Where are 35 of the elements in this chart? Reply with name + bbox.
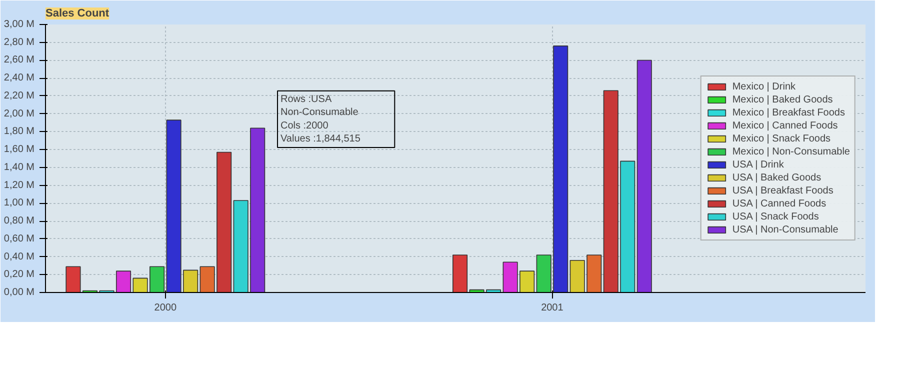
legend-label: USA | Drink [732,158,784,170]
chart-title: Sales Count [46,8,110,20]
legend-label: USA | Baked Goods [732,172,822,184]
y-tick-label: 1,20 M [4,180,35,191]
bar [636,60,652,292]
legend-label: Mexico | Baked Goods [732,94,833,106]
legend-label: USA | Non-Consumable [732,224,838,236]
legend-label: USA | Snack Foods [732,210,819,222]
y-tick-label: 0,20 M [4,269,35,280]
bar [66,266,81,292]
y-tick-label: 2,20 M [4,90,35,102]
y-tick-label: 0,80 M [4,216,35,227]
legend-label: Mexico | Non-Consumable [732,146,850,158]
legend-label: USA | Breakfast Foods [732,184,834,196]
y-tick-label: 1,60 M [4,144,35,156]
y-tick-label: 0,60 M [4,233,35,244]
legend-label: Mexico | Drink [732,80,796,92]
y-tick-label: 3,00 M [4,19,35,30]
legend-label: USA | Canned Foods [732,198,826,210]
y-tick-label: 2,40 M [4,72,35,84]
y-tick-label: 1,80 M [4,126,35,138]
legend-label: Mexico | Breakfast Foods [732,106,845,118]
x-tick-label: 2000 [154,302,177,314]
bar [452,254,468,292]
y-tick-label: 2,60 M [4,54,35,66]
y-tick-label: 2,00 M [4,108,35,120]
x-tick-label: 2001 [541,302,564,314]
y-tick-label: 1,40 M [4,162,35,173]
legend-label: Mexico | Snack Foods [732,132,831,144]
y-tick-label: 1,00 M [4,198,35,209]
legend-label: Mexico | Canned Foods [732,120,838,132]
y-tick-label: 0,40 M [4,251,35,262]
annotation: Rows :USA Non-Consumable Cols :2000 Values :1,844,515 [280,94,361,144]
y-tick-label: 2,80 M [4,36,35,48]
y-tick-label: 0,00 M [4,287,35,298]
